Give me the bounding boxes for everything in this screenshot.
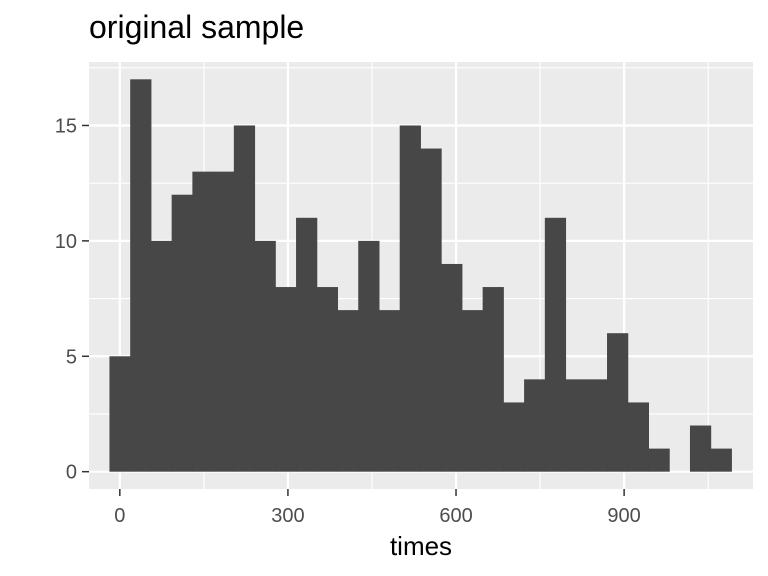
histogram-bar [171,194,193,472]
histogram-bar [441,263,463,472]
histogram-bar [358,240,380,472]
x-tick-label: 0 [114,505,125,527]
histogram-bar [192,171,214,472]
y-tick-label: 15 [55,115,77,137]
y-axis: 0 5 10 15 [55,115,89,484]
x-tick-label: 600 [439,505,472,527]
histogram-bar [461,310,484,472]
x-tick-label: 900 [607,505,640,527]
histogram-bar [296,217,318,472]
histogram-bar [130,79,152,472]
histogram-bar [109,356,131,472]
y-tick-label: 5 [66,346,77,368]
x-tick-label: 300 [271,505,304,527]
histogram-bar [233,125,256,472]
x-axis-title: times [390,531,452,561]
histogram-bar [378,310,401,472]
y-tick-label: 10 [55,231,77,253]
histogram-bars [109,79,732,472]
histogram-bar [524,379,546,472]
histogram-bar [254,240,276,472]
histogram-bar [150,240,173,472]
histogram-bar [565,379,587,472]
histogram-bar [607,333,629,472]
histogram-bar [627,402,649,472]
histogram-bar [420,148,442,472]
chart-title: original sample [89,9,304,45]
histogram-bar [482,287,504,472]
histogram-bar [503,402,525,472]
histogram-bar [710,448,732,472]
histogram-bar [648,448,670,472]
histogram-bar [399,125,421,472]
histogram-bar [586,379,608,472]
histogram-bar [544,217,567,472]
histogram-bar [213,171,235,472]
histogram-bar [337,310,359,472]
histogram-bar [316,287,339,472]
histogram-bar [275,287,297,472]
x-axis: 0 300 600 900 [114,489,641,527]
y-tick-label: 0 [66,462,77,484]
histogram-bar [689,425,712,472]
